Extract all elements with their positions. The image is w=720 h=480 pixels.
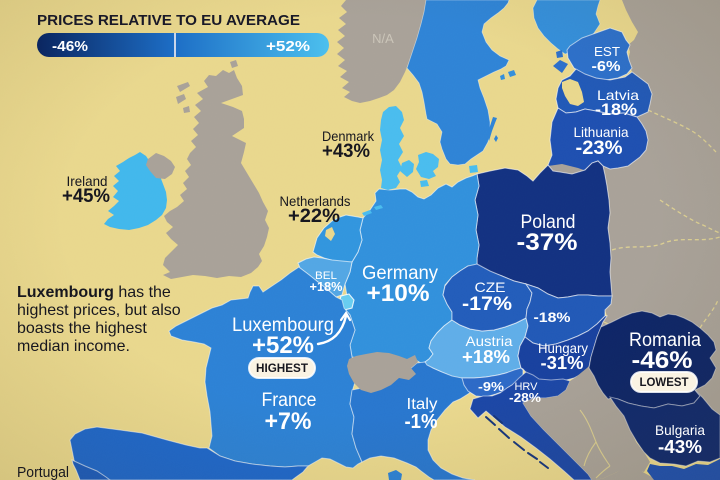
svg-text:-37%: -37%	[517, 229, 578, 256]
svg-text:Bulgaria: Bulgaria	[655, 422, 705, 438]
svg-text:Netherlands: Netherlands	[280, 193, 351, 209]
svg-text:-43%: -43%	[658, 437, 702, 457]
svg-text:+52%: +52%	[266, 38, 310, 55]
svg-text:+52%: +52%	[252, 332, 314, 359]
svg-text:+10%: +10%	[367, 280, 430, 307]
svg-text:EST: EST	[594, 44, 620, 59]
svg-text:highest prices, but also: highest prices, but also	[17, 302, 181, 319]
svg-text:Germany: Germany	[362, 263, 438, 284]
svg-text:Poland: Poland	[521, 212, 576, 233]
svg-text:Austria: Austria	[466, 333, 513, 349]
svg-text:LOWEST: LOWEST	[640, 375, 690, 389]
svg-text:Luxembourg has the: Luxembourg has the	[17, 284, 171, 301]
svg-text:CZE: CZE	[475, 279, 506, 295]
svg-text:BEL: BEL	[315, 270, 337, 282]
svg-text:HRV: HRV	[515, 381, 539, 393]
svg-text:Portugal: Portugal	[17, 464, 69, 480]
svg-text:+22%: +22%	[288, 206, 340, 227]
svg-text:-6%: -6%	[592, 58, 621, 75]
svg-text:Italy: Italy	[407, 396, 438, 413]
svg-text:Hungary: Hungary	[538, 340, 588, 356]
svg-text:-46%: -46%	[52, 38, 88, 55]
svg-text:+45%: +45%	[62, 186, 110, 207]
svg-text:N/A: N/A	[372, 31, 394, 46]
svg-text:Lithuania: Lithuania	[574, 124, 629, 140]
svg-text:-28%: -28%	[509, 390, 541, 405]
svg-text:-9%: -9%	[478, 379, 504, 394]
svg-text:+7%: +7%	[265, 408, 312, 435]
svg-text:-31%: -31%	[541, 353, 584, 373]
svg-text:+18%: +18%	[462, 347, 510, 367]
svg-text:median income.: median income.	[17, 338, 130, 355]
svg-text:HIGHEST: HIGHEST	[256, 361, 309, 375]
svg-text:-23%: -23%	[576, 138, 623, 159]
svg-text:boasts the highest: boasts the highest	[17, 320, 147, 337]
svg-text:PRICES RELATIVE TO EU AVERAGE: PRICES RELATIVE TO EU AVERAGE	[37, 12, 300, 29]
svg-text:Ireland: Ireland	[67, 173, 108, 189]
svg-text:-46%: -46%	[632, 347, 693, 374]
svg-text:-18%: -18%	[534, 309, 572, 325]
svg-text:France: France	[262, 390, 317, 411]
svg-text:+18%: +18%	[310, 279, 343, 294]
svg-text:Romania: Romania	[629, 330, 701, 351]
svg-text:-17%: -17%	[462, 294, 512, 315]
svg-text:+43%: +43%	[322, 141, 370, 162]
svg-text:-1%: -1%	[405, 411, 438, 433]
svg-text:Denmark: Denmark	[322, 128, 375, 144]
svg-text:Luxembourg: Luxembourg	[232, 315, 334, 336]
svg-text:-18%: -18%	[595, 100, 637, 119]
svg-text:Latvia: Latvia	[597, 87, 639, 103]
